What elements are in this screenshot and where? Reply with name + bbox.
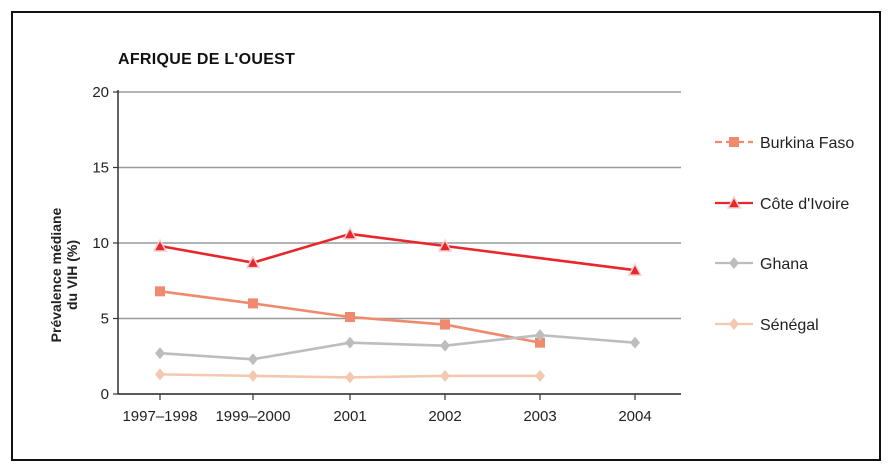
data-point <box>248 353 258 366</box>
legend-label: Ghana <box>760 256 808 273</box>
y-tick-label: 0 <box>101 386 109 403</box>
data-point <box>155 368 165 381</box>
chart-svg: AFRIQUE DE L'OUEST Prévalence médiane du… <box>48 51 854 425</box>
x-ticks: 1997–1998 1999–2000 2001 2002 2003 2004 <box>122 394 652 425</box>
data-point <box>729 318 739 330</box>
series-burkina-faso <box>155 286 545 348</box>
data-point <box>345 311 355 322</box>
legend-item[interactable]: Ghana <box>715 256 808 273</box>
data-point <box>535 337 545 348</box>
series-ghana <box>155 329 640 366</box>
chart-title: AFRIQUE DE L'OUEST <box>118 51 295 68</box>
data-point <box>342 226 358 240</box>
legend-item[interactable]: Sénégal <box>715 317 819 334</box>
y-axis-label: Prévalence médiane du VIH (%) <box>48 207 80 342</box>
series-line <box>159 333 636 361</box>
y-tick-label: 5 <box>101 311 109 328</box>
x-tick-label: 2003 <box>523 408 556 425</box>
data-point <box>440 369 450 382</box>
data-point <box>535 329 545 342</box>
series-c-te-d-ivoire <box>152 226 643 276</box>
data-point <box>245 255 261 269</box>
grid <box>118 91 681 320</box>
data-point <box>437 238 453 252</box>
data-point <box>248 298 258 309</box>
data-point <box>155 347 165 360</box>
x-tick-label: 2001 <box>333 408 366 425</box>
x-tick-label: 1999–2000 <box>215 408 290 425</box>
axes <box>117 90 681 395</box>
y-tick-label: 20 <box>92 84 109 101</box>
chart-frame: AFRIQUE DE L'OUEST Prévalence médiane du… <box>11 11 881 461</box>
data-point <box>729 137 739 147</box>
data-point <box>248 369 258 382</box>
data-point <box>729 257 739 269</box>
series <box>152 226 643 384</box>
series-s-n-gal <box>155 368 545 384</box>
data-point <box>535 369 545 382</box>
legend-item[interactable]: Côte d'Ivoire <box>715 195 849 213</box>
data-point <box>155 286 165 297</box>
legend-label: Burkina Faso <box>760 135 854 152</box>
y-axis-label-line-1: Prévalence médiane <box>48 207 64 342</box>
x-tick-label: 1997–1998 <box>122 408 197 425</box>
y-tick-label: 10 <box>92 235 109 252</box>
data-point <box>440 339 450 352</box>
data-point <box>630 336 640 349</box>
data-point <box>440 319 450 330</box>
x-tick-label: 2002 <box>428 408 461 425</box>
data-point <box>726 195 742 209</box>
x-tick-label: 2004 <box>618 408 651 425</box>
legend-item[interactable]: Burkina Faso <box>715 135 854 152</box>
legend[interactable]: Burkina Faso Côte d'Ivoire Ghana Sénégal <box>715 135 854 334</box>
series-line <box>159 232 636 272</box>
legend-label: Sénégal <box>760 317 819 334</box>
y-axis-label-line-2: du VIH (%) <box>64 240 80 310</box>
data-point <box>152 238 168 252</box>
y-tick-label: 15 <box>92 160 109 177</box>
y-ticks: 0 5 10 15 20 <box>92 84 118 403</box>
data-point <box>345 336 355 349</box>
legend-label: Côte d'Ivoire <box>760 196 849 213</box>
data-point <box>627 262 643 276</box>
data-point <box>345 371 355 384</box>
